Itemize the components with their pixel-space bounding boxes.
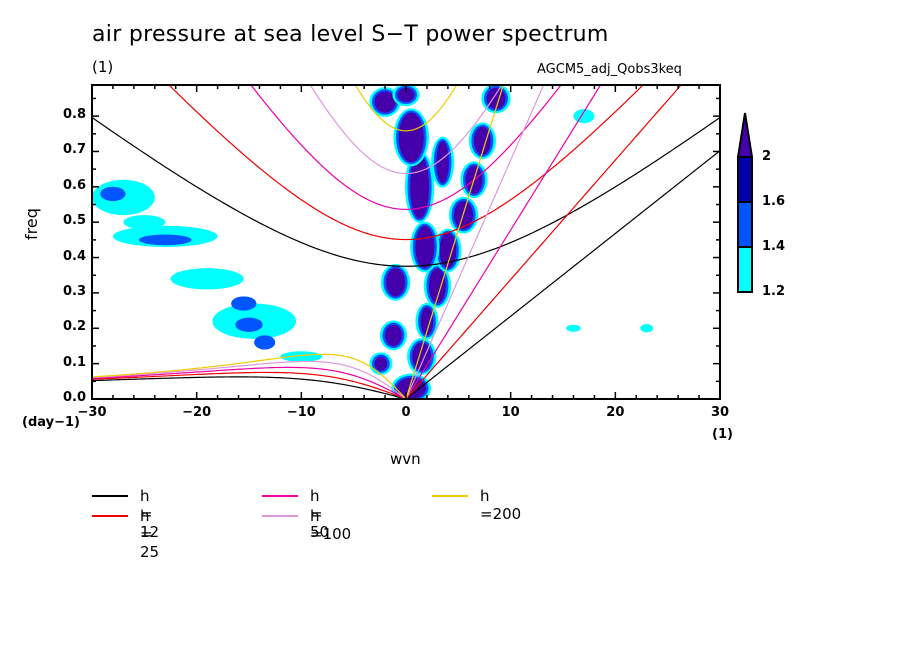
legend-label: h =100	[310, 507, 352, 543]
contour-region-blue	[139, 234, 192, 246]
rossby-curve	[92, 366, 407, 399]
rossby-curve	[92, 353, 407, 399]
legend-label: h = 50	[310, 487, 330, 541]
colorbar	[736, 112, 754, 293]
y-tick-label: 0.2	[62, 319, 86, 335]
y-tick-label: 0.5	[62, 213, 86, 229]
y-tick-label: 0.1	[62, 354, 86, 370]
contour-region-blue	[231, 296, 257, 311]
chart-title: air pressure at sea level S−T power spec…	[92, 22, 609, 47]
inertia-gravity-curve	[92, 116, 720, 267]
inertia-gravity-curve	[168, 85, 644, 241]
rossby-curve	[92, 371, 407, 399]
x-tick-label: 20	[606, 405, 625, 420]
kelvin-curve	[405, 85, 682, 399]
y-tick-label: 0.4	[62, 248, 86, 264]
colorbar-label: 1.6	[762, 194, 786, 209]
contour-region-cyan	[280, 351, 323, 362]
x-tick-label: 0	[401, 405, 411, 420]
rossby-curve	[92, 376, 407, 399]
contour-core	[386, 268, 405, 297]
contour-core	[385, 324, 402, 346]
y-tick-label: 0.0	[62, 390, 86, 405]
legend-swatch	[262, 495, 298, 497]
contour-core	[429, 268, 446, 304]
contour-region-cyan	[566, 324, 581, 332]
dispersion-curve-layer	[92, 85, 720, 399]
y-tick-label: 0.8	[62, 107, 86, 123]
y-tick-label: 0.7	[62, 142, 86, 158]
y-axis-label: freq	[22, 208, 41, 240]
x-tick-label: −20	[182, 405, 212, 420]
contour-core	[420, 307, 434, 336]
inertia-gravity-curve	[250, 85, 562, 210]
x-tick-label: −30	[77, 405, 107, 420]
contour-layer	[92, 85, 654, 399]
rossby-curve	[92, 360, 407, 399]
colorbar-extend-tip	[736, 112, 754, 158]
contour-core	[486, 87, 506, 110]
contour-region-cyan	[170, 268, 244, 290]
x-axis-label: wvn	[390, 450, 421, 468]
y-axis-unit: (day−1)	[22, 415, 80, 430]
legend-swatch	[92, 515, 128, 517]
colorbar-label: 2	[762, 149, 772, 164]
colorbar-segment	[737, 201, 753, 248]
colorbar-label: 1.4	[762, 239, 786, 254]
legend-label: h =200	[480, 487, 522, 523]
x-tick-label: 30	[710, 405, 730, 420]
legend-swatch	[432, 495, 468, 497]
run-label: AGCM5_adj_Qobs3keq	[537, 62, 682, 77]
inertia-gravity-curve	[309, 85, 503, 175]
unit-label-top: (1)	[92, 58, 114, 76]
kelvin-curve	[405, 85, 545, 399]
x-tick-label: −10	[286, 405, 316, 420]
x-tick-label: 10	[501, 405, 520, 420]
contour-core	[439, 232, 457, 269]
y-tick-label: 0.3	[62, 283, 86, 299]
contour-core	[415, 225, 435, 269]
legend-swatch	[262, 515, 298, 517]
contour-core	[398, 112, 424, 163]
contour-region-cyan	[123, 215, 166, 230]
colorbar-segment	[737, 246, 753, 293]
y-tick-label: 0.6	[62, 177, 86, 193]
contour-core	[374, 356, 388, 371]
contour-region-blue	[254, 335, 276, 350]
kelvin-curve	[405, 150, 720, 399]
x-axis-unit: (1)	[712, 427, 733, 442]
contour-region-blue	[100, 186, 126, 201]
contour-core	[397, 87, 415, 102]
contour-region-blue	[235, 317, 263, 332]
colorbar-segment	[737, 156, 753, 203]
contour-core	[410, 155, 430, 219]
legend-label: h = 12	[140, 487, 160, 541]
contour-core	[474, 126, 491, 156]
kelvin-curve	[405, 85, 602, 399]
contour-region-cyan	[640, 324, 654, 333]
legend-label: h = 25	[140, 507, 160, 561]
inertia-gravity-curve	[354, 85, 458, 132]
contour-core	[436, 140, 449, 184]
tick-marks	[91, 85, 721, 400]
kelvin-curve	[405, 85, 504, 399]
contour-core	[374, 91, 396, 113]
legend-swatch	[92, 495, 128, 497]
colorbar-label: 1.2	[762, 284, 786, 299]
